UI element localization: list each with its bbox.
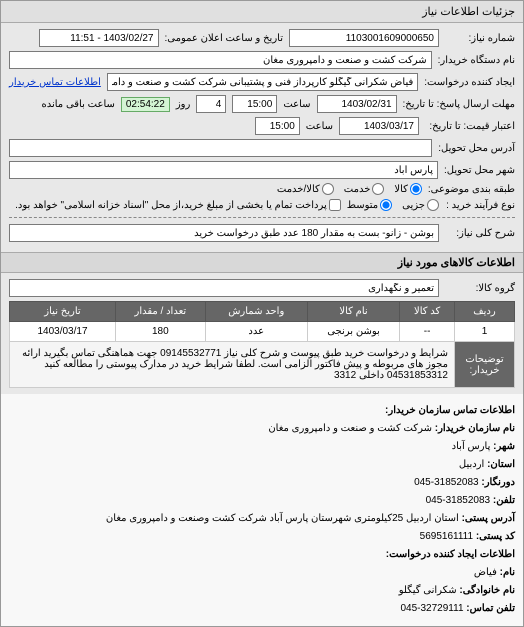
day-label: روز [176, 99, 191, 110]
remaining-label: ساعت باقی مانده [41, 99, 114, 110]
group-label: گروه کالا: [445, 283, 515, 294]
req-no-label: شماره نیاز: [445, 33, 515, 44]
delivery-city-field[interactable] [9, 161, 438, 179]
pt-radio-2[interactable]: متوسط [347, 199, 392, 211]
notes-row: توضیحات خریدار: شرایط و درخواست خرید طبق… [10, 342, 515, 388]
req-no-field[interactable] [289, 29, 439, 47]
desc-field[interactable] [9, 224, 439, 242]
cell-name: بوشن برنجی [307, 322, 400, 342]
deadline-label: مهلت ارسال پاسخ: تا تاریخ: [403, 99, 515, 110]
th-row: ردیف [455, 302, 515, 322]
purchase-type-label: نوع فرآیند خرید : [445, 200, 515, 211]
pkg-radio-1[interactable]: کالا [394, 183, 422, 195]
pkg-opt1-label: کالا [394, 184, 408, 195]
announce-label: تاریخ و ساعت اعلان عمومی: [165, 33, 284, 44]
fax-value: 31852083-045 [414, 477, 479, 488]
pkg-radio-2[interactable]: خدمت [344, 183, 385, 195]
lname-label: نام خانوادگی: [459, 585, 515, 596]
addr-label: آدرس پستی: [462, 513, 515, 524]
postal-label: کد پستی: [476, 531, 515, 542]
announce-field[interactable] [39, 29, 159, 47]
cell-code: -- [400, 322, 455, 342]
province-label: استان: [487, 459, 515, 470]
org-label: نام سازمان خریدار: [435, 423, 515, 434]
cphone-label: تلفن تماس: [466, 603, 515, 614]
th-code: کد کالا [400, 302, 455, 322]
postal-value: 5695161111 [420, 531, 473, 542]
th-unit: واحد شمارش [205, 302, 307, 322]
fname-value: فیاض [474, 567, 497, 578]
cphone-value: 32729111-045 [400, 603, 463, 614]
fax-label: دورنگار: [481, 477, 515, 488]
buyer-device-field[interactable] [9, 51, 432, 69]
th-date: تاریخ نیاز [10, 302, 116, 322]
contact-link[interactable]: اطلاعات تماس خریدار [9, 77, 101, 88]
addr-value: استان اردبیل 25کیلومتری شهرستان پارس آبا… [106, 513, 459, 524]
tab-header: جزئیات اطلاعات نیاز [1, 1, 523, 23]
creator-label: ایجاد کننده درخواست: [424, 77, 515, 88]
packaging-radio-group: کالا خدمت کالا/خدمت [277, 183, 422, 195]
fname-label: نام: [500, 567, 515, 578]
pkg-radio-2-input[interactable] [372, 183, 384, 195]
pkg-opt3-label: کالا/خدمت [277, 184, 320, 195]
notes-label: توضیحات خریدار: [465, 354, 503, 376]
city-value: پارس آباد [452, 441, 491, 452]
buyer-device-label: نام دستگاه خریدار: [438, 55, 515, 66]
creator-field[interactable] [107, 73, 418, 91]
deadline-time-field[interactable] [232, 95, 277, 113]
packaging-label: طبقه بندی موضوعی: [428, 184, 515, 195]
countdown-badge: 02:54:22 [121, 97, 170, 112]
tab-title: جزئیات اطلاعات نیاز [422, 6, 515, 18]
lname-value: شکرانی گیگلو [399, 585, 457, 596]
delivery-city-label: شهر محل تحویل: [444, 165, 515, 176]
desc-label: شرح کلی نیاز: [445, 228, 515, 239]
goods-section-title: اطلاعات کالاهای مورد نیاز [1, 252, 523, 273]
phone-label: تلفن: [493, 495, 515, 506]
payment-checkbox[interactable] [329, 199, 341, 211]
pt-radio-2-input[interactable] [380, 199, 392, 211]
pt-opt2-label: متوسط [347, 200, 378, 211]
goods-table: ردیف کد کالا نام کالا واحد شمارش تعداد /… [9, 301, 515, 388]
group-field[interactable] [9, 279, 439, 297]
time-label-2: ساعت [306, 121, 333, 132]
pt-radio-1[interactable]: جزیی [402, 199, 439, 211]
header-section: شماره نیاز: تاریخ و ساعت اعلان عمومی: نا… [1, 23, 523, 252]
delivery-addr-label: آدرس محل تحویل: [438, 143, 515, 154]
days-left-field[interactable] [196, 95, 226, 113]
goods-section: گروه کالا: ردیف کد کالا نام کالا واحد شم… [1, 273, 523, 394]
validity-date-field[interactable] [339, 117, 419, 135]
main-panel: جزئیات اطلاعات نیاز شماره نیاز: تاریخ و … [0, 0, 524, 627]
th-qty: تعداد / مقدار [115, 302, 205, 322]
pt-radio-1-input[interactable] [427, 199, 439, 211]
payment-check[interactable]: پرداخت تمام یا بخشی از مبلغ خرید،از محل … [15, 199, 341, 211]
table-row: 1 -- بوشن برنجی عدد 180 1403/03/17 [10, 322, 515, 342]
divider-1 [9, 217, 515, 218]
pkg-radio-3-input[interactable] [322, 183, 334, 195]
notes-label-cell: توضیحات خریدار: [455, 342, 515, 388]
pkg-opt2-label: خدمت [344, 184, 371, 195]
cell-row: 1 [455, 322, 515, 342]
cell-date: 1403/03/17 [10, 322, 116, 342]
notes-cell: شرایط و درخواست خرید طبق پیوست و شرح کلی… [10, 342, 455, 388]
delivery-addr-field[interactable] [9, 139, 432, 157]
cell-qty: 180 [115, 322, 205, 342]
org-value: شرکت کشت و صنعت و دامپروری مغان [268, 423, 432, 434]
pkg-radio-1-input[interactable] [410, 183, 422, 195]
purchase-type-radio-group: جزیی متوسط [347, 199, 439, 211]
footer-title: اطلاعات تماس سازمان خریدار: [385, 405, 515, 416]
payment-note-label: پرداخت تمام یا بخشی از مبلغ خرید،از محل … [15, 200, 327, 211]
pkg-radio-3[interactable]: کالا/خدمت [277, 183, 334, 195]
time-label-1: ساعت [283, 99, 310, 110]
pt-opt1-label: جزیی [402, 200, 425, 211]
footer-section: اطلاعات تماس سازمان خریدار: نام سازمان خ… [1, 394, 523, 626]
validity-label: اعتبار قیمت: تا تاریخ: [425, 121, 515, 132]
phone-value: 31852083-045 [426, 495, 491, 506]
cell-unit: عدد [205, 322, 307, 342]
city-label: شهر: [493, 441, 515, 452]
validity-time-field[interactable] [255, 117, 300, 135]
deadline-date-field[interactable] [317, 95, 397, 113]
th-name: نام کالا [307, 302, 400, 322]
creator-title: اطلاعات ایجاد کننده درخواست: [386, 549, 515, 560]
province-value: اردبیل [459, 459, 484, 470]
